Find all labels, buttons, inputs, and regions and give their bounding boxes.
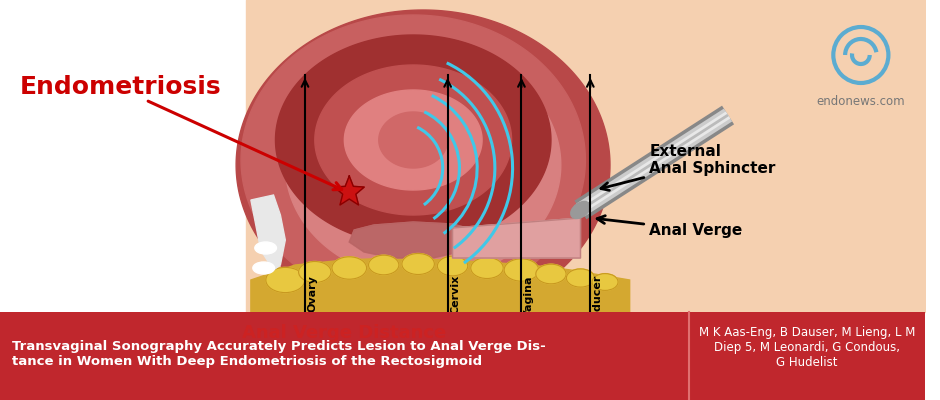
Text: Ovary: Ovary bbox=[308, 275, 318, 312]
Text: Transducer: Transducer bbox=[593, 275, 603, 344]
Ellipse shape bbox=[253, 262, 274, 274]
Text: endonews.com: endonews.com bbox=[817, 95, 905, 108]
Text: Anal Verge Distance: Anal Verge Distance bbox=[243, 324, 446, 342]
FancyBboxPatch shape bbox=[0, 312, 925, 400]
Polygon shape bbox=[379, 112, 447, 168]
Text: M K Aas-Eng, B Dauser, M Lieng, L M
Diep 5, M Leonardi, G Condous,
G Hudelist: M K Aas-Eng, B Dauser, M Lieng, L M Diep… bbox=[698, 326, 915, 369]
Polygon shape bbox=[251, 195, 286, 270]
Text: Anal Verge: Anal Verge bbox=[597, 216, 743, 238]
Polygon shape bbox=[236, 10, 610, 320]
Ellipse shape bbox=[437, 256, 468, 276]
Text: Cervix: Cervix bbox=[450, 275, 461, 314]
Ellipse shape bbox=[592, 274, 619, 290]
Text: Transvaginal Sonography Accurately Predicts Lesion to Anal Verge Dis-
tance in W: Transvaginal Sonography Accurately Predi… bbox=[12, 340, 545, 368]
Ellipse shape bbox=[402, 254, 434, 274]
Ellipse shape bbox=[368, 255, 399, 275]
Polygon shape bbox=[452, 218, 581, 258]
Text: Vagina: Vagina bbox=[525, 275, 534, 318]
Ellipse shape bbox=[266, 267, 305, 293]
Polygon shape bbox=[251, 258, 630, 312]
Polygon shape bbox=[350, 222, 482, 258]
Polygon shape bbox=[286, 50, 561, 280]
Ellipse shape bbox=[571, 202, 590, 218]
Ellipse shape bbox=[536, 264, 566, 284]
Polygon shape bbox=[241, 15, 586, 305]
Ellipse shape bbox=[567, 269, 594, 287]
Polygon shape bbox=[344, 90, 482, 190]
Text: Endometriosis: Endometriosis bbox=[20, 75, 221, 99]
Polygon shape bbox=[335, 176, 364, 205]
Polygon shape bbox=[315, 65, 511, 215]
Text: External
Anal Sphincter: External Anal Sphincter bbox=[601, 144, 775, 190]
Ellipse shape bbox=[471, 258, 503, 278]
Ellipse shape bbox=[299, 262, 331, 282]
Ellipse shape bbox=[504, 259, 539, 281]
Ellipse shape bbox=[332, 257, 367, 279]
Polygon shape bbox=[350, 222, 482, 258]
Polygon shape bbox=[275, 35, 551, 245]
Ellipse shape bbox=[255, 242, 276, 254]
